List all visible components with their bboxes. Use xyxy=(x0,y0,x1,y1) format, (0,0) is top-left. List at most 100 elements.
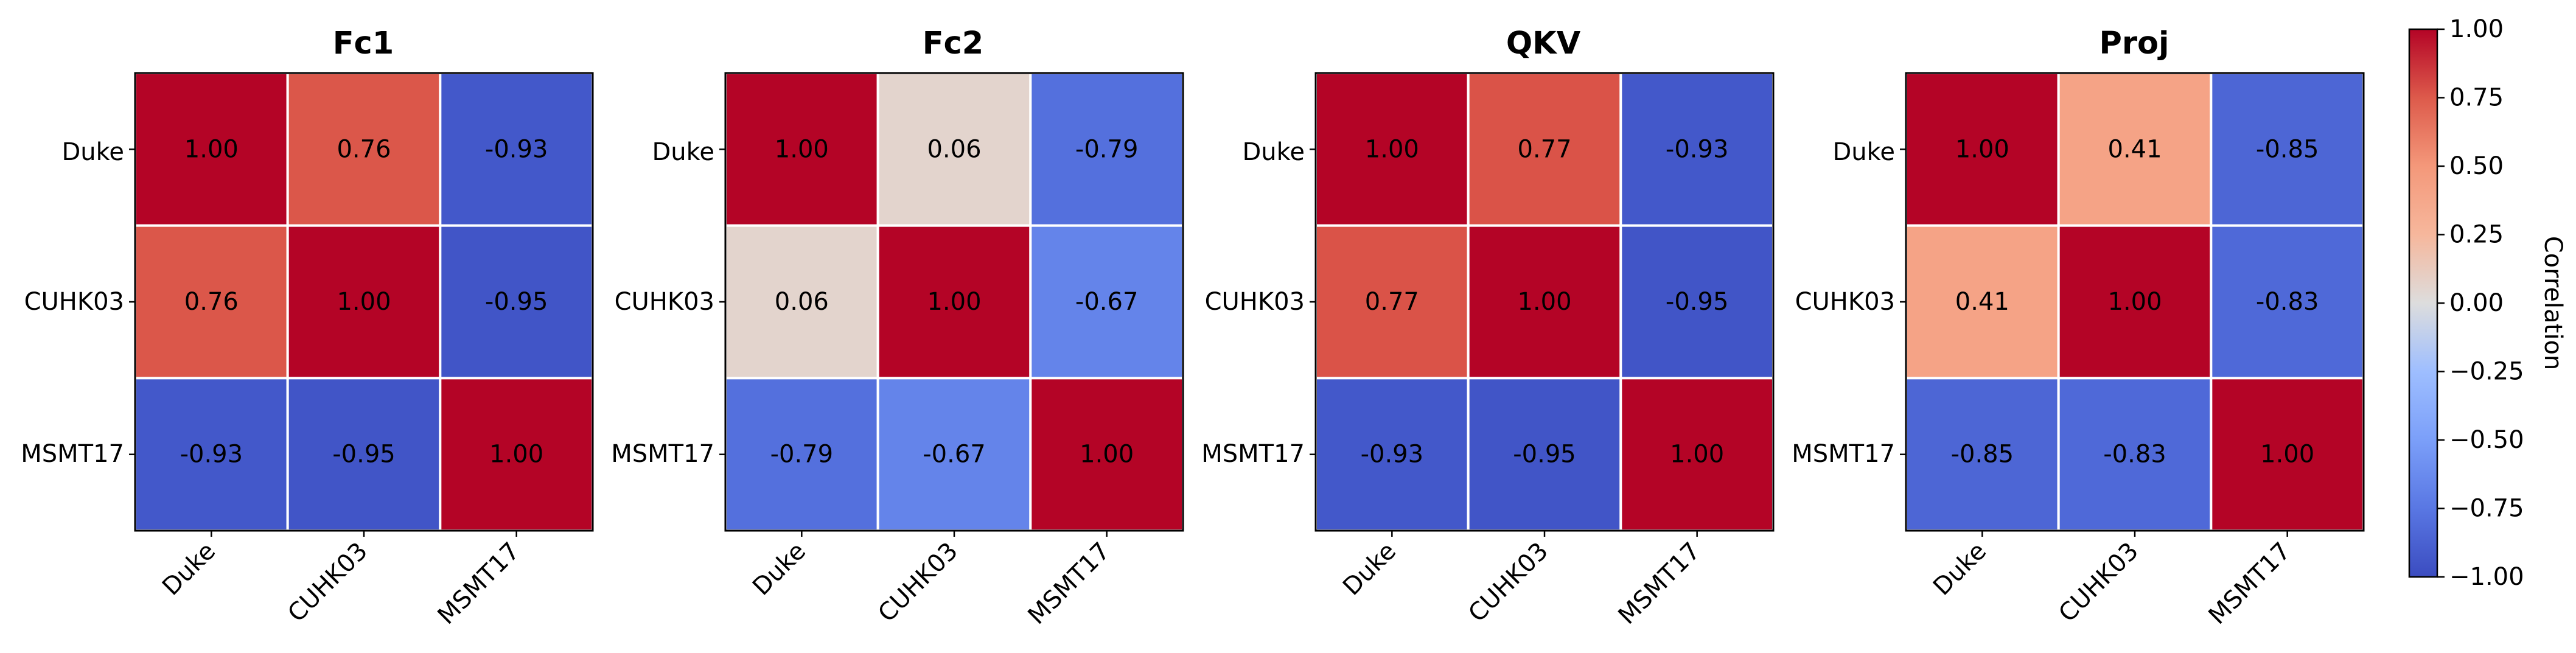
heatmap-cell xyxy=(286,72,442,227)
cell-value-label: -0.93 xyxy=(485,135,548,163)
y-tick-label: Duke xyxy=(1833,138,1896,166)
x-tick-label: CUHK03 xyxy=(873,537,963,628)
heatmap-cell xyxy=(876,377,1032,532)
colorbar: 1.00 0.75 0.50 0.25 0.00 −0.25 −0.50 −0.75 −1.00… xyxy=(2408,15,2567,591)
cell-value-label: 0.76 xyxy=(337,135,391,163)
cell-value-label: 0.77 xyxy=(1365,288,1419,316)
heatmap-cell xyxy=(439,224,594,380)
colorbar-tick-label: 1.00 xyxy=(2449,15,2504,43)
colorbar-tick-label: 0.50 xyxy=(2449,152,2504,180)
colorbar-tick-label: 0.75 xyxy=(2449,84,2504,112)
heatmap-cell xyxy=(1029,72,1185,227)
colorbar-tick-label: −0.50 xyxy=(2449,426,2524,454)
colorbar-tick-label: −0.75 xyxy=(2449,495,2524,523)
cell-value-label: -0.85 xyxy=(2256,135,2319,163)
x-tick-label: Duke xyxy=(157,537,221,601)
heatmap-cell xyxy=(2057,377,2213,532)
cell-value-label: 1.00 xyxy=(184,135,239,163)
y-tick-label: MSMT17 xyxy=(611,440,714,468)
heatmap-cell xyxy=(1619,72,1775,227)
cell-value-label: 0.06 xyxy=(927,135,981,163)
cell-value-label: -0.85 xyxy=(1951,441,2014,469)
cell-value-label: -0.83 xyxy=(2103,441,2166,469)
cell-value-label: -0.93 xyxy=(1361,441,1424,469)
colorbar-tick-label: −1.00 xyxy=(2449,563,2524,591)
heatmap-cell xyxy=(724,224,879,380)
heatmap-cell xyxy=(286,377,442,532)
cell-value-label: 0.76 xyxy=(184,288,239,316)
colorbar-tick-label: 0.00 xyxy=(2449,289,2504,317)
x-tick-label: CUHK03 xyxy=(1463,537,1554,628)
cell-value-label: 1.00 xyxy=(2260,441,2314,469)
cell-value-label: -0.93 xyxy=(1666,135,1729,163)
colorbar-label: Correlation xyxy=(2539,236,2567,371)
cell-value-label: 0.41 xyxy=(2107,135,2162,163)
x-tick-label: Duke xyxy=(1338,537,1401,601)
cell-value-label: 1.00 xyxy=(1670,441,1724,469)
heatmap-cell xyxy=(2210,72,2365,227)
heatmap-cell xyxy=(876,224,1032,380)
cell-value-label: 0.77 xyxy=(1517,135,1571,163)
cell-value-label: 1.00 xyxy=(1517,288,1571,316)
x-tick-label: MSMT17 xyxy=(1023,537,1116,630)
cell-value-label: 0.41 xyxy=(1955,288,2009,316)
cell-value-label: 1.00 xyxy=(2107,288,2162,316)
cell-value-label: -0.95 xyxy=(1666,288,1729,316)
colorbar-tick-label: −0.25 xyxy=(2449,358,2524,386)
cell-value-label: 1.00 xyxy=(1955,135,2009,163)
y-tick-label: CUHK03 xyxy=(1795,288,1895,316)
panel-title: Proj xyxy=(2099,26,2169,61)
y-tick-label: Duke xyxy=(62,138,125,166)
heatmap-cell xyxy=(1314,377,1470,532)
heatmap-panel-qkv: QKV 1.00 0.77 -0.93 0.77 1.00 -0.95 -0.93 -0.95… xyxy=(1201,26,1775,630)
heatmap-cell xyxy=(134,72,289,227)
cell-value-label: 1.00 xyxy=(1080,441,1134,469)
cell-value-label: -0.95 xyxy=(485,288,548,316)
panel-title: QKV xyxy=(1506,26,1581,61)
y-tick-label: CUHK03 xyxy=(615,288,714,316)
x-tick-label: Duke xyxy=(747,537,811,601)
y-tick-label: MSMT17 xyxy=(21,440,124,468)
cell-value-label: 1.00 xyxy=(489,441,543,469)
cell-value-label: 1.00 xyxy=(337,288,391,316)
cell-value-label: -0.79 xyxy=(770,441,834,469)
heatmap-cell xyxy=(2210,224,2365,380)
cell-value-label: -0.93 xyxy=(180,441,243,469)
x-tick-label: MSMT17 xyxy=(433,537,526,630)
cell-value-label: -0.67 xyxy=(923,441,986,469)
heatmap-cell xyxy=(1029,224,1185,380)
heatmap-cell xyxy=(876,72,1032,227)
x-tick-label: CUHK03 xyxy=(282,537,373,628)
cell-value-label: -0.95 xyxy=(332,441,396,469)
cell-value-label: -0.83 xyxy=(2256,288,2319,316)
heatmap-cell xyxy=(1905,224,2060,380)
heatmap-panel-fc2: Fc2 1.00 0.06 -0.79 0.06 1.00 -0.67 -0.79 -0.67… xyxy=(611,26,1185,630)
heatmap-cell xyxy=(1314,224,1470,380)
cell-value-label: 0.06 xyxy=(775,288,829,316)
cell-value-label: 1.00 xyxy=(927,288,981,316)
cell-value-label: 1.00 xyxy=(775,135,829,163)
colorbar-gradient xyxy=(2408,28,2438,578)
y-tick-label: MSMT17 xyxy=(1792,440,1895,468)
cell-value-label: -0.67 xyxy=(1075,288,1139,316)
heatmap-cell xyxy=(1467,377,1622,532)
x-tick-label: CUHK03 xyxy=(2053,537,2144,628)
panel-title: Fc2 xyxy=(923,26,984,61)
x-tick-label: MSMT17 xyxy=(1613,537,1706,630)
x-tick-label: MSMT17 xyxy=(2204,537,2297,630)
y-tick-label: MSMT17 xyxy=(1201,440,1305,468)
heatmap-panel-fc1: Fc1 1.00 0.76 -0.93 0.76 1.00 -0.95 -0.93 -0.95… xyxy=(21,26,594,630)
colorbar-tick-label: 0.25 xyxy=(2449,221,2504,249)
y-tick-label: Duke xyxy=(652,138,715,166)
heatmap-panel-proj: Proj 1.00 0.41 -0.85 0.41 1.00 -0.83 -0.85 -0.8… xyxy=(1792,26,2365,630)
x-tick-label: Duke xyxy=(1928,537,1992,601)
y-tick-label: CUHK03 xyxy=(24,288,124,316)
panel-title: Fc1 xyxy=(333,26,394,61)
y-tick-label: CUHK03 xyxy=(1205,288,1305,316)
heatmap-cell xyxy=(724,377,879,532)
cell-value-label: -0.79 xyxy=(1075,135,1139,163)
cell-value-label: 1.00 xyxy=(1365,135,1419,163)
cell-value-label: -0.95 xyxy=(1513,441,1576,469)
y-tick-label: Duke xyxy=(1243,138,1305,166)
